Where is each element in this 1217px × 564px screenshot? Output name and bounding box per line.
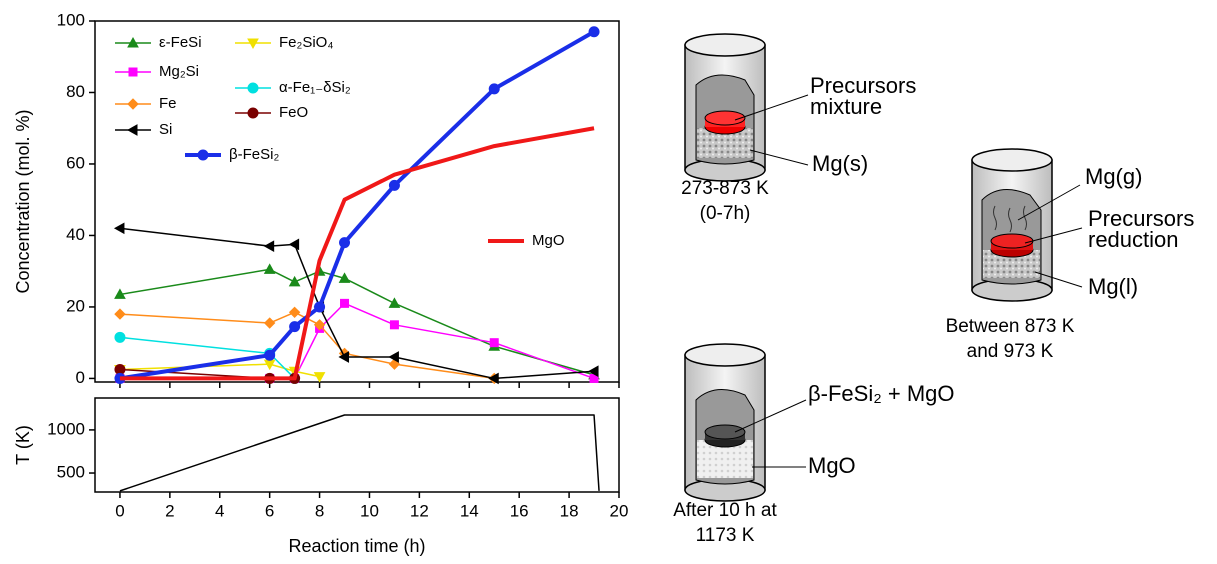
legend-label: β-FeSi₂: [229, 146, 279, 163]
marker: [488, 83, 500, 95]
y-tick-label: 100: [57, 10, 85, 29]
x-tick-label: 16: [510, 501, 529, 520]
marker: [114, 331, 126, 343]
x-tick-label: 4: [215, 501, 224, 520]
x-tick-label: 10: [360, 501, 379, 520]
legend-marker: [247, 82, 259, 94]
x-tick-label: 8: [315, 501, 324, 520]
y-tick-label: 0: [76, 368, 85, 387]
legend-label: Fe: [159, 95, 177, 112]
x-tick-label: 18: [560, 501, 579, 520]
marker: [289, 321, 301, 333]
legend-label: α-Fe₁₋δSi₂: [279, 79, 351, 96]
diagram-caption: Between 873 K: [946, 316, 1075, 337]
marker: [288, 238, 300, 251]
y-tick-label: 1000: [47, 419, 85, 438]
diagram-caption: After 10 h at: [673, 500, 777, 521]
series-line: [119, 126, 595, 381]
legend-marker: [126, 124, 138, 136]
x-tick-label: 20: [610, 501, 629, 520]
marker: [338, 272, 351, 283]
x-tick-label: 2: [165, 501, 174, 520]
y-tick-label: 80: [66, 82, 85, 101]
y-axis-label: T (K): [13, 425, 33, 465]
x-tick-label: 14: [460, 501, 479, 520]
marker: [114, 308, 126, 320]
series-line: [119, 414, 600, 492]
marker: [263, 317, 276, 329]
marker: [488, 372, 499, 385]
marker: [288, 306, 301, 319]
marker: [313, 319, 326, 331]
marker: [113, 222, 125, 235]
legend-label: Fe₂SiO₄: [279, 34, 333, 51]
y-tick-label: 40: [66, 225, 85, 244]
x-tick-label: 6: [265, 501, 274, 520]
series-line: [119, 268, 595, 376]
legend-label: Si: [159, 121, 172, 138]
legend-label: MgO: [532, 232, 565, 249]
diagram-label: Precursors: [1088, 206, 1194, 231]
y-tick-label: 60: [66, 153, 85, 172]
marker: [489, 338, 499, 348]
legend-label: FeO: [279, 104, 308, 121]
crucible-2: [971, 148, 1083, 302]
marker: [263, 263, 276, 274]
marker: [588, 26, 600, 38]
marker: [263, 240, 275, 253]
y-tick-label: 500: [57, 463, 85, 482]
plot-frame: [94, 397, 620, 493]
marker: [388, 179, 400, 191]
diagram-label: β-FeSi₂ + MgO: [808, 381, 955, 406]
marker: [313, 372, 326, 383]
marker: [340, 298, 350, 308]
marker: [388, 351, 399, 363]
diagram-label: reduction: [1088, 227, 1179, 252]
marker: [114, 288, 126, 299]
legend-marker: [127, 98, 139, 110]
plot-frame: [94, 20, 620, 383]
diagram-caption: 1173 K: [696, 525, 755, 546]
legend-marker: [247, 38, 259, 50]
marker: [314, 301, 326, 313]
legend-marker: [197, 149, 209, 161]
y-tick-label: 20: [66, 296, 85, 315]
x-tick-label: 0: [115, 501, 124, 520]
diagram-label: Mg(s): [812, 151, 868, 176]
legend-marker: [247, 107, 259, 119]
marker: [288, 275, 301, 287]
diagram-caption: (0-7h): [700, 203, 751, 224]
diagram-label: mixture: [810, 94, 882, 119]
diagram-label: Mg(l): [1088, 274, 1138, 299]
crucible-3: [684, 343, 807, 502]
diagram-label: Precursors: [810, 73, 916, 98]
diagram-caption: 273-873 K: [681, 178, 769, 199]
marker: [388, 297, 401, 308]
legend-label: ε-FeSi: [159, 34, 202, 51]
marker: [389, 320, 399, 330]
diagram-caption: and 973 K: [967, 341, 1054, 362]
legend-marker: [128, 67, 138, 77]
marker: [588, 365, 599, 378]
legend-label: Mg₂Si: [159, 63, 199, 80]
crucible-1: [684, 33, 809, 182]
diagram-label: Mg(g): [1085, 164, 1142, 189]
series-line: [119, 29, 596, 381]
marker: [338, 351, 350, 363]
marker: [264, 349, 276, 361]
x-tick-label: 12: [410, 501, 429, 520]
y-axis-label: Concentration (mol. %): [13, 109, 33, 293]
x-axis-label: Reaction time (h): [288, 536, 425, 556]
diagram-label: MgO: [808, 453, 856, 478]
legend-marker: [127, 36, 139, 48]
marker: [339, 237, 351, 249]
